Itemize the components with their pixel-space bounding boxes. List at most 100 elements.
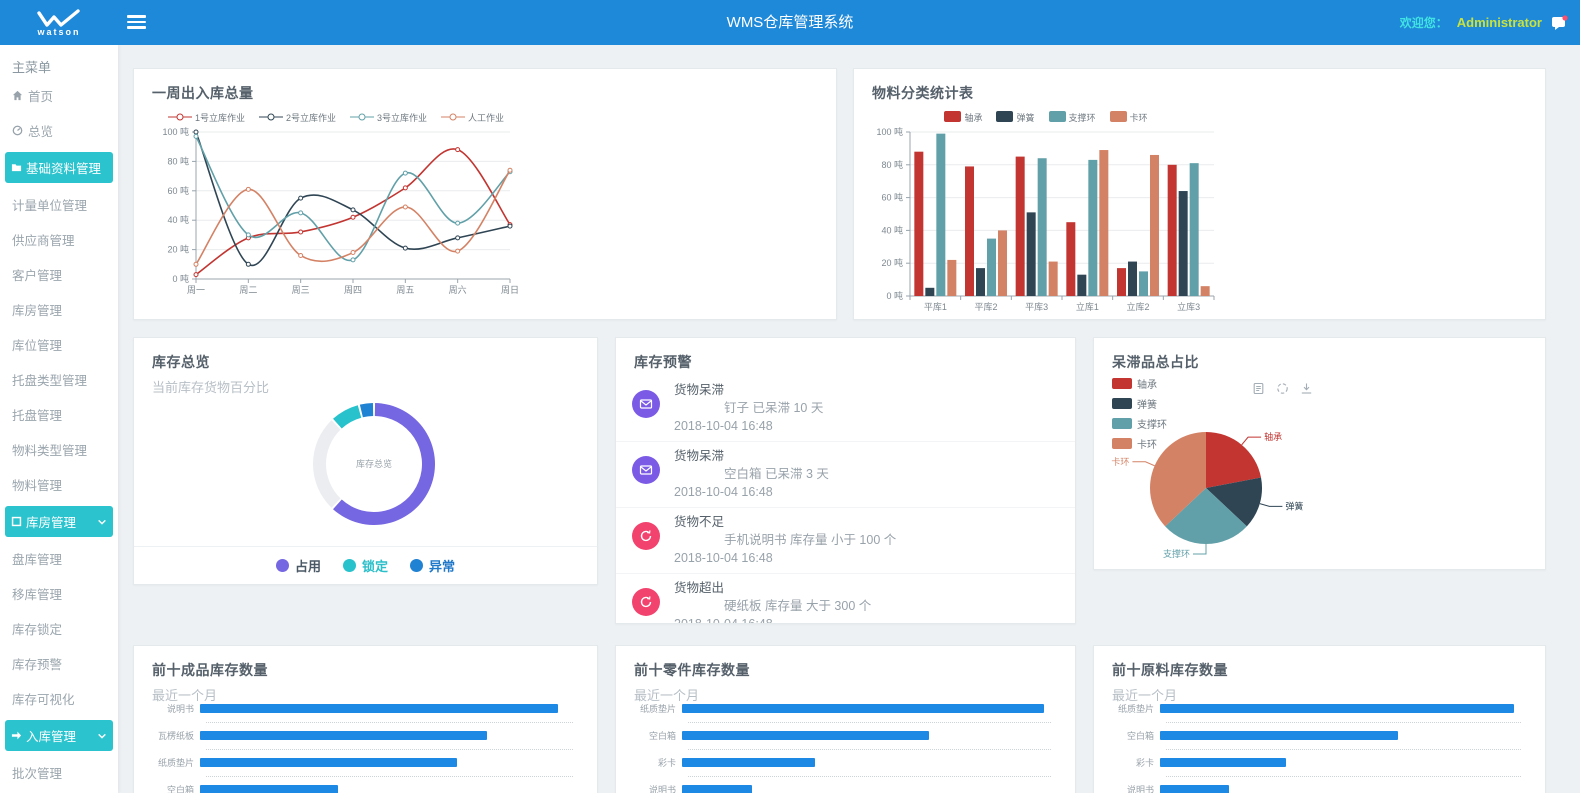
pie-slice-轴承[interactable]	[1206, 432, 1262, 488]
hbar-category-label: 说明书	[1126, 785, 1154, 793]
hbar-bar[interactable]	[1160, 731, 1399, 740]
pie-slice-支撑环[interactable]	[1165, 488, 1247, 544]
hbar-bar[interactable]	[682, 731, 930, 740]
svg-text:周六: 周六	[449, 284, 467, 295]
sidebar-item-托盘类型管理[interactable]: 托盘类型管理	[0, 362, 118, 397]
top-parts-hbar-chart[interactable]: 纸质垫片 空白箱 彩卡 说明书	[634, 696, 1051, 793]
hbar-bar[interactable]	[1160, 758, 1287, 767]
sidebar-item-label: 客户管理	[12, 269, 63, 283]
sidebar-group-入库管理[interactable]: 入库管理	[5, 720, 113, 751]
hbar-track	[682, 704, 1051, 713]
sidebar-item-库位管理[interactable]: 库位管理	[0, 327, 118, 362]
hbar-bar[interactable]	[200, 731, 488, 740]
download-icon[interactable]	[1300, 382, 1313, 395]
legend-item-卡环[interactable]: 卡环	[1109, 111, 1148, 124]
weekly-io-line-chart[interactable]: 0 吨 20 吨 40 吨 60 吨 80 吨 100 吨周一 周二 周三 周四 周五 周六 周日	[150, 124, 520, 299]
alert-item[interactable]: 货物呆滞 钉子 已呆滞 10 天 2018-10-04 16:48	[616, 376, 1075, 442]
username[interactable]: Administrator	[1456, 15, 1542, 30]
legend-item-支撑环[interactable]: 支撑环	[1048, 111, 1096, 124]
hbar-bar[interactable]	[682, 704, 1044, 713]
sidebar-item-label: 托盘管理	[12, 409, 63, 423]
legend-item-弹簧[interactable]: 弹簧	[996, 111, 1035, 124]
sidebar-item-库房管理[interactable]: 库房管理	[0, 292, 118, 327]
hbar-row: 说明书	[634, 783, 1051, 793]
sidebar-item-客户管理[interactable]: 客户管理	[0, 257, 118, 292]
sidebar-item-库存锁定[interactable]: 库存锁定	[0, 611, 118, 646]
alert-item[interactable]: 货物不足 手机说明书 库存量 小于 100 个 2018-10-04 16:48	[616, 508, 1075, 574]
sidebar-item-批次管理[interactable]: 批次管理	[0, 755, 118, 790]
pie-slice-卡环[interactable]	[1150, 432, 1206, 527]
hbar-bar[interactable]	[682, 785, 753, 793]
sidebar-item-首页[interactable]: 首页	[0, 78, 118, 113]
sidebar-item-供应商管理[interactable]: 供应商管理	[0, 222, 118, 257]
sidebar-item-托盘管理[interactable]: 托盘管理	[0, 397, 118, 432]
sidebar-item-物料类型管理[interactable]: 物料类型管理	[0, 432, 118, 467]
sidebar-item-盘库管理[interactable]: 盘库管理	[0, 541, 118, 576]
sidebar-group-库房管理[interactable]: 库房管理	[5, 506, 113, 537]
legend-item-轴承[interactable]: 轴承	[1112, 376, 1167, 391]
legend-item-3号立库作业[interactable]: 3号立库作业	[350, 111, 427, 124]
legend-item-异常[interactable]: 异常	[410, 556, 455, 575]
svg-text:立库3: 立库3	[1177, 301, 1200, 312]
hbar-row: 纸质垫片	[152, 756, 573, 769]
hbar-bar[interactable]	[200, 785, 338, 793]
hbar-bar[interactable]	[200, 758, 458, 767]
card-inventory-alerts: 库存预警 货物呆滞 钉子 已呆滞 10 天 2018-10-04 16:48 货物呆滞…	[615, 337, 1076, 624]
donut-slice-占用[interactable]	[333, 403, 435, 525]
hbar-bar[interactable]	[200, 704, 559, 713]
legend-item-支撑环[interactable]: 支撑环	[1112, 416, 1167, 431]
svg-text:周三: 周三	[292, 285, 310, 295]
legend-item-人工作业[interactable]: 人工作业	[441, 111, 504, 124]
hbar-gridline	[1166, 715, 1521, 723]
card-inventory-overview: 库存总览 当前库存货物百分比 库存总览 占用 锁定 异常	[133, 337, 598, 585]
sidebar-item-库存预警[interactable]: 库存预警	[0, 646, 118, 681]
sidebar-item-总览[interactable]: 总览	[0, 113, 118, 148]
hbar-track	[1160, 704, 1521, 713]
pie-slice-弹簧[interactable]	[1206, 477, 1262, 527]
data-view-icon[interactable]	[1252, 382, 1265, 395]
sidebar-item-物料管理[interactable]: 物料管理	[0, 467, 118, 502]
donut-slice-异常[interactable]	[359, 403, 374, 418]
sidebar-item-计量单位管理[interactable]: 计量单位管理	[0, 187, 118, 222]
donut-slice-rest[interactable]	[313, 420, 341, 508]
hbar-bar[interactable]	[1160, 785, 1229, 793]
svg-text:平库1: 平库1	[924, 301, 947, 312]
menu-toggle-icon[interactable]	[127, 15, 146, 30]
restore-icon[interactable]	[1276, 382, 1289, 395]
legend-item-卡环[interactable]: 卡环	[1112, 436, 1167, 451]
hbar-category-label: 空白箱	[1126, 731, 1154, 741]
top-raw-hbar-chart[interactable]: 纸质垫片 空白箱 彩卡 说明书	[1112, 696, 1521, 793]
legend-item-2号立库作业[interactable]: 2号立库作业	[258, 111, 336, 124]
envelope-icon	[632, 456, 660, 484]
legend-item-锁定[interactable]: 锁定	[342, 556, 388, 575]
legend-item-1号立库作业[interactable]: 1号立库作业	[167, 111, 245, 124]
svg-text:40 吨: 40 吨	[167, 214, 189, 225]
alert-title: 货物不足	[674, 515, 725, 529]
legend-item-弹簧[interactable]: 弹簧	[1112, 396, 1167, 411]
card-title: 前十零件库存数量	[634, 662, 750, 678]
alert-item[interactable]: 货物呆滞 空白箱 已呆滞 3 天 2018-10-04 16:48	[616, 442, 1075, 508]
svg-text:80 吨: 80 吨	[881, 159, 903, 170]
top-finished-hbar-chart[interactable]: 说明书 瓦楞纸板 纸质垫片 空白箱	[152, 696, 573, 793]
sidebar-item-移库管理[interactable]: 移库管理	[0, 576, 118, 611]
legend-label: 弹簧	[1137, 400, 1157, 411]
header-user-area: 欢迎您： Administrator	[1400, 0, 1568, 45]
hbar-bar[interactable]	[1160, 704, 1514, 713]
card-title: 物料分类统计表	[872, 85, 974, 101]
inventory-donut-chart[interactable]: 库存总览	[134, 398, 597, 538]
hbar-gridline	[688, 715, 1051, 723]
alert-item[interactable]: 货物超出 硬纸板 库存量 大于 300 个 2018-10-04 16:48	[616, 574, 1075, 623]
app-header: watson WMS仓库管理系统 欢迎您： Administrator	[0, 0, 1580, 45]
pie-label-弹簧: 弹簧	[1285, 500, 1303, 511]
legend-item-轴承[interactable]: 轴承	[944, 111, 982, 124]
hbar-bar[interactable]	[682, 758, 815, 767]
legend-item-占用[interactable]: 占用	[275, 556, 321, 575]
sidebar-item-库存可视化[interactable]: 库存可视化	[0, 681, 118, 716]
notification-icon[interactable]	[1551, 15, 1568, 30]
sidebar-group-基础资料管理[interactable]: 基础资料管理	[5, 152, 113, 183]
alert-time: 2018-10-04 16:48	[674, 551, 773, 565]
donut-slice-锁定[interactable]	[333, 405, 362, 429]
hbar-gridline	[206, 769, 573, 777]
